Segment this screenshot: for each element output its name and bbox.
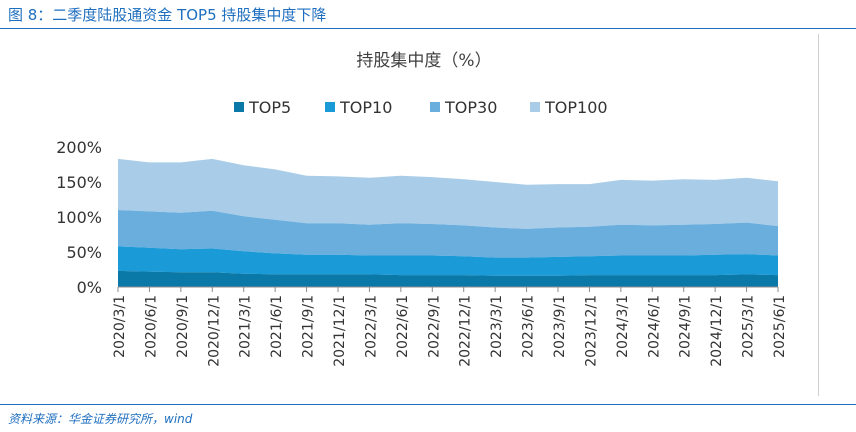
x-tick-label: 2022/6/1 bbox=[395, 295, 411, 358]
x-tick-label: 2023/6/1 bbox=[521, 295, 537, 358]
x-tick-label: 2022/9/1 bbox=[426, 295, 442, 358]
legend-label: TOP30 bbox=[444, 98, 497, 117]
x-tick-label: 2023/9/1 bbox=[552, 295, 568, 358]
area-top30 bbox=[118, 210, 778, 258]
x-tick-label: 2021/3/1 bbox=[238, 295, 254, 358]
area-series bbox=[118, 158, 778, 287]
x-tick-label: 2024/9/1 bbox=[678, 295, 694, 358]
legend-swatch bbox=[430, 102, 440, 112]
x-tick-label: 2023/12/1 bbox=[583, 295, 599, 367]
y-tick-label: 200% bbox=[56, 138, 102, 157]
y-tick-label: 150% bbox=[56, 173, 102, 192]
x-tick-label: 2024/6/1 bbox=[646, 295, 662, 358]
x-tick-label: 2024/3/1 bbox=[615, 295, 631, 358]
chart-title: 持股集中度（%） bbox=[356, 51, 491, 71]
bottom-rule bbox=[0, 404, 856, 405]
x-tick-label: 2025/6/1 bbox=[772, 295, 788, 358]
x-tick-label: 2021/9/1 bbox=[301, 295, 317, 358]
x-tick-label: 2020/6/1 bbox=[143, 295, 159, 358]
y-axis: 0% 50% 100% 150% 200% bbox=[56, 138, 102, 297]
right-border bbox=[818, 34, 819, 396]
legend-swatch bbox=[530, 102, 540, 112]
x-tick-label: 2020/3/1 bbox=[112, 295, 128, 358]
y-tick-label: 50% bbox=[66, 243, 102, 262]
legend: TOP5 TOP10 TOP30 TOP100 bbox=[234, 98, 608, 117]
y-tick-label: 100% bbox=[56, 208, 102, 227]
source-note: 资料来源：华金证券研究所，wind bbox=[8, 412, 193, 426]
x-tick-label: 2023/3/1 bbox=[489, 295, 505, 358]
x-tick-label: 2022/3/1 bbox=[363, 295, 379, 358]
legend-swatch bbox=[234, 102, 244, 112]
x-axis: 2020/3/1 2020/6/1 2020/9/1 2020/12/1 2021/3/… bbox=[112, 286, 788, 367]
y-tick-label: 0% bbox=[77, 278, 102, 297]
area-top100 bbox=[118, 158, 778, 229]
x-tick-label: 2021/12/1 bbox=[332, 295, 348, 367]
x-tick-label: 2021/6/1 bbox=[269, 295, 285, 358]
top-rule bbox=[0, 28, 856, 29]
x-tick-label: 2020/12/1 bbox=[206, 295, 222, 367]
legend-label: TOP5 bbox=[248, 98, 291, 117]
x-tick-label: 2024/12/1 bbox=[709, 295, 725, 367]
x-tick-label: 2025/3/1 bbox=[741, 295, 757, 358]
area-top10 bbox=[118, 246, 778, 276]
x-tick-label: 2020/9/1 bbox=[175, 295, 191, 358]
figure-title: 图 8：二季度陆股通资金 TOP5 持股集中度下降 bbox=[8, 6, 327, 24]
legend-swatch bbox=[325, 102, 335, 112]
x-tick-label: 2022/12/1 bbox=[458, 295, 474, 367]
legend-label: TOP100 bbox=[544, 98, 608, 117]
area-top5 bbox=[118, 270, 778, 287]
legend-label: TOP10 bbox=[339, 98, 392, 117]
